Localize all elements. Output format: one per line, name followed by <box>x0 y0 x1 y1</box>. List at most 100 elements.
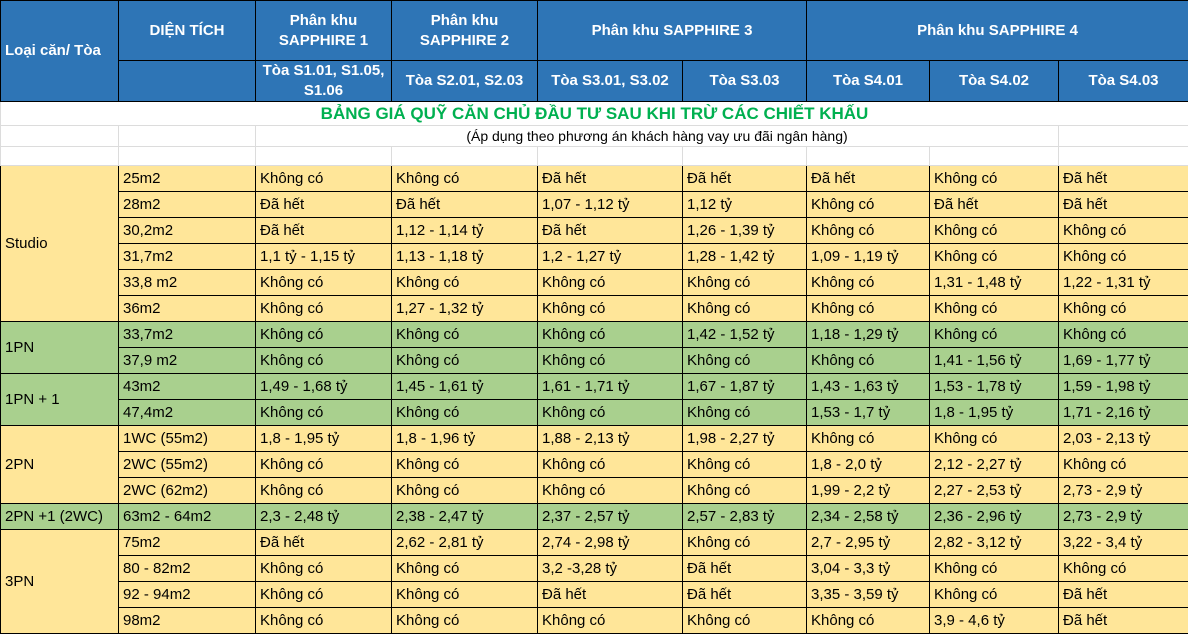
price-cell: Không có <box>683 400 807 426</box>
price-cell: Không có <box>807 608 930 634</box>
price-cell: 1,99 - 2,2 tỷ <box>807 478 930 504</box>
price-cell: 3,35 - 3,59 tỷ <box>807 582 930 608</box>
price-cell: 1,41 - 1,56 tỷ <box>930 348 1059 374</box>
header-tower: Tòa S4.02 <box>930 61 1059 102</box>
header-zone-1: Phân khu SAPPHIRE 1 <box>256 1 392 61</box>
area-cell: 37,9 m2 <box>119 348 256 374</box>
price-cell: Không có <box>392 556 538 582</box>
header-unit-type: Loại căn/ Tòa <box>1 1 119 102</box>
price-cell: Không có <box>930 296 1059 322</box>
price-cell: Không có <box>930 166 1059 192</box>
price-cell: Đã hết <box>538 582 683 608</box>
price-cell: 2,82 - 3,12 tỷ <box>930 530 1059 556</box>
area-cell: 43m2 <box>119 374 256 400</box>
header-area: DIỆN TÍCH <box>119 1 256 61</box>
unit-type-cell: Studio <box>1 166 119 322</box>
area-cell: 1WC (55m2) <box>119 426 256 452</box>
price-cell: Không có <box>392 348 538 374</box>
price-cell: Đã hết <box>256 530 392 556</box>
header-zone-3: Phân khu SAPPHIRE 3 <box>538 1 807 61</box>
price-cell: 1,8 - 1,95 tỷ <box>256 426 392 452</box>
price-cell: Không có <box>392 452 538 478</box>
price-cell: Không có <box>807 270 930 296</box>
price-cell: Không có <box>538 322 683 348</box>
header-tower: Tòa S1.01, S1.05, S1.06 <box>256 61 392 102</box>
area-cell: 28m2 <box>119 192 256 218</box>
price-cell: Đã hết <box>1059 192 1188 218</box>
header-tower: Tòa S3.01, S3.02 <box>538 61 683 102</box>
header-area-blank <box>119 61 256 102</box>
price-cell: 1,42 - 1,52 tỷ <box>683 322 807 348</box>
header-tower: Tòa S2.01, S2.03 <box>392 61 538 102</box>
area-cell: 98m2 <box>119 608 256 634</box>
price-cell: 1,26 - 1,39 tỷ <box>683 218 807 244</box>
price-cell: Không có <box>930 582 1059 608</box>
price-cell: 1,12 tỷ <box>683 192 807 218</box>
price-cell: Không có <box>807 192 930 218</box>
price-cell: Không có <box>256 348 392 374</box>
price-cell: Không có <box>1059 218 1188 244</box>
price-cell: Không có <box>1059 556 1188 582</box>
price-cell: Không có <box>683 452 807 478</box>
price-cell: Không có <box>538 608 683 634</box>
price-cell: Không có <box>392 478 538 504</box>
price-cell: 1,28 - 1,42 tỷ <box>683 244 807 270</box>
header-zone-4: Phân khu SAPPHIRE 4 <box>807 1 1188 61</box>
price-cell: 2,74 - 2,98 tỷ <box>538 530 683 556</box>
price-cell: Không có <box>1059 296 1188 322</box>
price-cell: Không có <box>1059 322 1188 348</box>
price-cell: 2,38 - 2,47 tỷ <box>392 504 538 530</box>
header-tower: Tòa S3.03 <box>683 61 807 102</box>
price-cell: Đã hết <box>930 192 1059 218</box>
price-cell: 1,8 - 2,0 tỷ <box>807 452 930 478</box>
price-cell: 2,73 - 2,9 tỷ <box>1059 504 1188 530</box>
price-cell: Không có <box>256 166 392 192</box>
area-cell: 2WC (62m2) <box>119 478 256 504</box>
price-cell: Không có <box>538 400 683 426</box>
price-cell: 1,59 - 1,98 tỷ <box>1059 374 1188 400</box>
area-cell: 25m2 <box>119 166 256 192</box>
unit-type-cell: 2PN +1 (2WC) <box>1 504 119 530</box>
price-cell: Đã hết <box>538 218 683 244</box>
price-cell: 2,36 - 2,96 tỷ <box>930 504 1059 530</box>
price-cell: Không có <box>807 348 930 374</box>
price-cell: Không có <box>256 296 392 322</box>
price-cell: 1,27 - 1,32 tỷ <box>392 296 538 322</box>
price-cell: Không có <box>807 426 930 452</box>
price-cell: 1,53 - 1,78 tỷ <box>930 374 1059 400</box>
price-cell: 1,31 - 1,48 tỷ <box>930 270 1059 296</box>
area-cell: 80 - 82m2 <box>119 556 256 582</box>
price-cell: Không có <box>683 608 807 634</box>
unit-type-cell: 2PN <box>1 426 119 504</box>
price-cell: 1,12 - 1,14 tỷ <box>392 218 538 244</box>
price-cell: 1,53 - 1,7 tỷ <box>807 400 930 426</box>
price-cell: Không có <box>392 582 538 608</box>
unit-type-cell: 1PN + 1 <box>1 374 119 426</box>
price-cell: Không có <box>256 270 392 296</box>
price-cell: 1,45 - 1,61 tỷ <box>392 374 538 400</box>
price-cell: Không có <box>1059 244 1188 270</box>
price-cell: Không có <box>538 452 683 478</box>
price-cell: Không có <box>538 296 683 322</box>
price-cell: Không có <box>256 582 392 608</box>
area-cell: 75m2 <box>119 530 256 556</box>
price-cell: Không có <box>683 478 807 504</box>
price-cell: Không có <box>256 322 392 348</box>
price-cell: 1,88 - 2,13 tỷ <box>538 426 683 452</box>
area-cell: 33,8 m2 <box>119 270 256 296</box>
price-cell: 1,43 - 1,63 tỷ <box>807 374 930 400</box>
area-cell: 2WC (55m2) <box>119 452 256 478</box>
price-cell: Không có <box>392 270 538 296</box>
price-cell: Không có <box>930 556 1059 582</box>
price-cell: 1,8 - 1,96 tỷ <box>392 426 538 452</box>
